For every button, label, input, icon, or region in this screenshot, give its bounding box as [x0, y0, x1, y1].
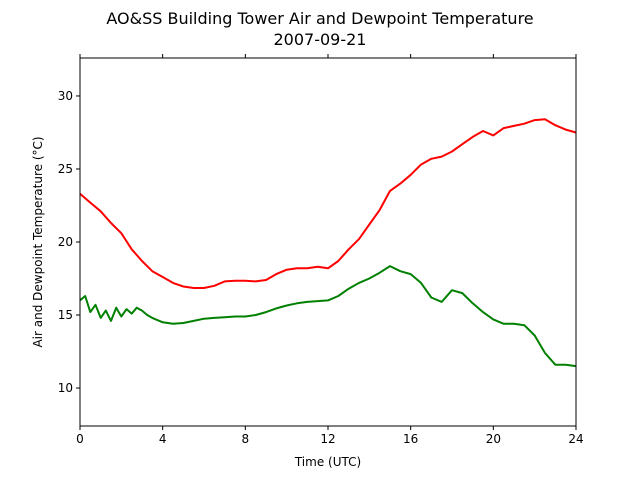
chart-subtitle: 2007-09-21: [274, 30, 367, 49]
y-tick-label: 25: [58, 162, 73, 176]
y-tick-label: 10: [58, 381, 73, 395]
series-line-1: [79, 265, 577, 368]
chart-title: AO&SS Building Tower Air and Dewpoint Te…: [106, 9, 533, 28]
plot-frame: [79, 57, 577, 427]
x-axis-label: Time (UTC): [294, 455, 361, 469]
x-tick-label: 8: [242, 432, 250, 446]
series-layer: [79, 118, 577, 368]
x-tick-label: 0: [76, 432, 84, 446]
series-line-0: [79, 118, 577, 289]
y-axis-ticks: 10 15 20 25 30: [58, 89, 80, 395]
x-axis-ticks: 0 4 8 12 16 20 24: [76, 54, 584, 446]
x-tick-label: 4: [159, 432, 167, 446]
y-tick-label: 30: [58, 89, 73, 103]
y-tick-label: 20: [58, 235, 73, 249]
x-tick-label: 24: [568, 432, 583, 446]
y-axis-label: Air and Dewpoint Temperature (°C): [31, 136, 45, 347]
y-tick-label: 15: [58, 308, 73, 322]
x-tick-label: 20: [486, 432, 501, 446]
x-tick-label: 16: [403, 432, 418, 446]
x-tick-label: 12: [320, 432, 335, 446]
